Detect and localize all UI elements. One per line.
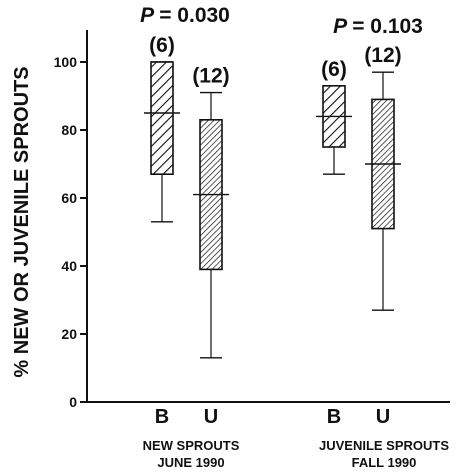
y-tick-label: 80 [61, 122, 77, 138]
sample-size-label: (12) [364, 44, 401, 67]
group-label-line1: NEW SPROUTS [143, 438, 240, 453]
category-label: B [327, 406, 341, 428]
sample-size-label: (6) [149, 34, 175, 57]
group-labels: (6) B (12) U P = 0.030 NEW SPROUTS JUNE 1990 (6… [140, 4, 449, 470]
box-2-b [316, 85, 352, 175]
y-tick-label: 0 [69, 394, 77, 410]
box-1-u [193, 91, 229, 359]
box-series [144, 61, 401, 359]
box-1-b [144, 61, 180, 223]
y-axis-ticks: 0 20 40 60 80 100 [54, 54, 87, 410]
box-iqr [150, 61, 174, 175]
y-tick-label: 100 [54, 54, 78, 70]
group-label-line1: JUVENILE SPROUTS [319, 438, 449, 453]
sample-size-label: (12) [192, 65, 229, 88]
y-tick-label: 60 [61, 190, 77, 206]
group-label-line2: FALL 1990 [352, 455, 417, 470]
y-tick-label: 40 [61, 258, 77, 274]
p-value-label: P = 0.030 [140, 4, 230, 27]
y-tick-label: 20 [61, 326, 77, 342]
group-label-line2: JUNE 1990 [157, 455, 224, 470]
box-2-u [365, 71, 401, 311]
y-axis-label: % NEW OR JUVENILE SPROUTS [11, 66, 33, 377]
p-value-label: P = 0.103 [333, 15, 423, 38]
category-label: U [376, 406, 390, 428]
category-label: U [204, 406, 218, 428]
sample-size-label: (6) [321, 58, 347, 81]
axes [86, 30, 450, 403]
category-label: B [155, 406, 169, 428]
